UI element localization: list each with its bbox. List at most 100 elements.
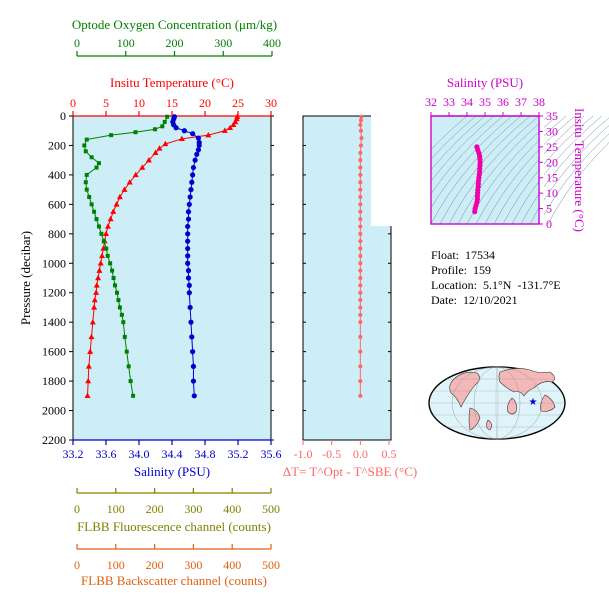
- oxygen-point: [113, 283, 118, 288]
- oxygen-tick-label: 200: [166, 36, 184, 50]
- delta-t-point: [358, 217, 363, 222]
- delta-t-point: [358, 261, 363, 266]
- temperature-point: [96, 267, 103, 273]
- pressure-tick-label: 1800: [42, 374, 66, 388]
- ts-temperature-tick-label: 30: [546, 124, 558, 138]
- delta-t-point: [358, 364, 363, 369]
- map-landmass: [507, 397, 517, 415]
- delta-t-point: [358, 393, 363, 398]
- float-location-marker: ★: [529, 397, 538, 408]
- flbb-fluor-tick-label: 0: [74, 502, 80, 516]
- temperature-point: [121, 186, 128, 192]
- temperature-point: [95, 274, 102, 281]
- delta-t-point: [359, 136, 364, 141]
- delta-t-point: [358, 158, 363, 163]
- delta-t-point: [358, 143, 363, 148]
- salinity-point: [190, 172, 196, 178]
- temperature-point: [97, 260, 104, 266]
- ts-mask-top: [429, 96, 541, 115]
- delta-t-tick-label: 0.0: [353, 447, 368, 461]
- pressure-tick-label: 400: [48, 168, 66, 182]
- ts-temperature-tick-label: 15: [546, 171, 558, 185]
- pressure-tick-label: 800: [48, 227, 66, 241]
- delta-t-point: [358, 349, 363, 354]
- temperature-point: [93, 282, 100, 288]
- ts-isopycnal-line: [538, 133, 609, 225]
- oxygen-point: [108, 261, 113, 266]
- salinity-point: [185, 245, 191, 252]
- delta-t-point: [358, 290, 363, 295]
- delta-t-point: [358, 268, 363, 273]
- oxygen-point: [111, 276, 116, 280]
- delta-t-tick-label: -0.5: [322, 447, 341, 461]
- delta-t-point: [358, 298, 363, 303]
- delta-t-point: [358, 224, 363, 229]
- salinity-point: [185, 275, 192, 281]
- oxygen-point: [82, 143, 87, 148]
- oxygen-point: [121, 320, 126, 325]
- salinity-axis-title: Salinity (PSU): [134, 464, 210, 479]
- temperature-point: [178, 135, 185, 142]
- profile-number: Profile: 159: [431, 263, 491, 277]
- ts-isopycnal-line: [457, 115, 549, 225]
- salinity-point: [185, 216, 192, 222]
- flbb-back-axis-title: FLBB Backscatter channel (counts): [81, 573, 267, 588]
- delta-t-point: [358, 379, 363, 384]
- oxygen-tick-label: 100: [117, 36, 135, 50]
- delta-t-point: [358, 202, 363, 207]
- temperature-point: [139, 164, 146, 170]
- map-landmass: [498, 368, 555, 397]
- oxygen-point: [119, 312, 124, 317]
- float-id: Float: 17534: [431, 248, 496, 262]
- delta-t-point: [358, 122, 363, 127]
- oxygen-tick-label: 400: [263, 36, 281, 50]
- delta-t-point: [358, 118, 363, 123]
- temperature-point: [89, 318, 96, 325]
- salinity-point: [186, 201, 192, 207]
- temperature-tick-label: 30: [265, 96, 277, 110]
- delta-t-point: [358, 172, 363, 177]
- salinity-tick-label: 35.6: [261, 447, 282, 461]
- salinity-point: [190, 363, 197, 369]
- temperature-point: [126, 179, 133, 185]
- oxygen-point: [126, 364, 131, 369]
- delta-t-point: [358, 283, 363, 288]
- oxygen-point: [87, 195, 92, 199]
- salinity-point: [190, 349, 196, 355]
- profile-panel: [72, 115, 272, 441]
- temperature-point: [87, 348, 94, 354]
- temperature-tick-label: 25: [232, 96, 244, 110]
- temperature-point: [156, 145, 163, 151]
- ts-isopycnal-line: [493, 115, 585, 225]
- salinity-tick-label: 34.0: [129, 447, 150, 461]
- delta-t-point: [358, 334, 363, 339]
- temperature-point: [103, 230, 109, 237]
- flbb-back-tick-label: 200: [146, 558, 164, 572]
- flbb-fluor-tick-label: 400: [223, 502, 241, 516]
- salinity-tick-label: 35.2: [228, 447, 249, 461]
- temperature-point: [84, 392, 91, 399]
- oxygen-point: [94, 165, 99, 170]
- oxygen-point: [96, 161, 101, 166]
- salinity-tick-label: 34.4: [162, 447, 183, 461]
- ts-isopycnal-line: [529, 125, 609, 225]
- oxygen-point: [109, 133, 114, 138]
- flbb-back-tick-label: 100: [107, 558, 125, 572]
- salinity-point: [190, 378, 197, 384]
- pressure-tick-label: 2200: [42, 433, 66, 447]
- salinity-point: [185, 268, 192, 274]
- salinity-point: [191, 393, 197, 399]
- date: Date: 12/10/2021: [431, 293, 518, 307]
- delta-t-axis-title: ΔT= T^Opt - T^SBE (°C): [283, 464, 417, 479]
- delta-t-point: [358, 305, 363, 310]
- temperature-point: [152, 149, 159, 156]
- oxygen-point: [116, 298, 121, 303]
- ts-isopycnal-line: [475, 115, 567, 225]
- salinity-point: [188, 319, 194, 325]
- delta-t-point: [358, 276, 363, 280]
- delta-t-point: [358, 165, 363, 170]
- ts-salinity-tick-label: 33: [443, 95, 455, 109]
- ts-temperature-tick-label: 0: [546, 217, 552, 231]
- ts-salinity-tick-label: 32: [425, 95, 437, 109]
- ts-temperature-tick-label: 20: [546, 155, 558, 169]
